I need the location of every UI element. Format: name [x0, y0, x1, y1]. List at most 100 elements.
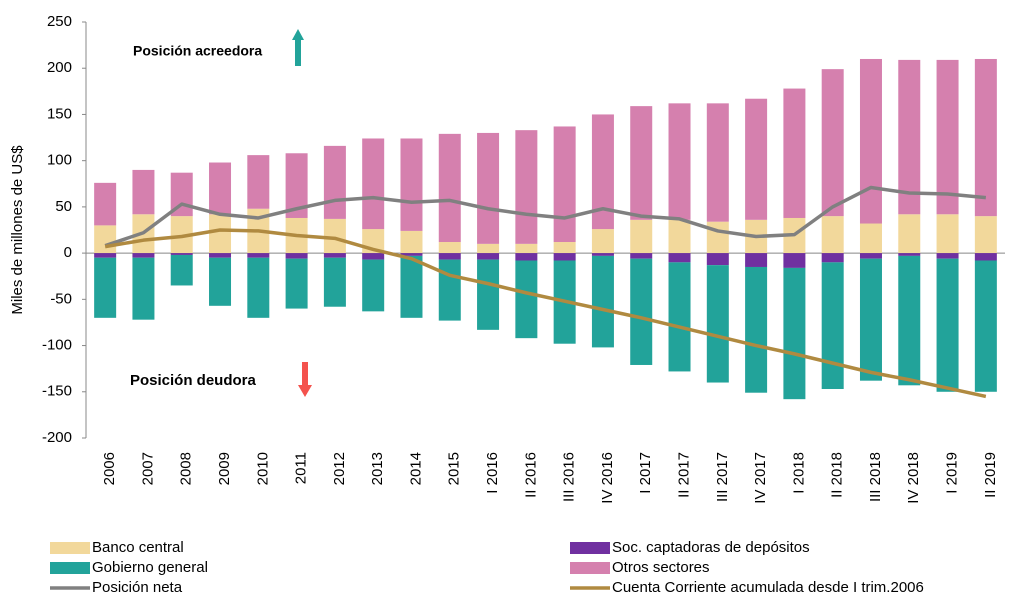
bar: [323, 253, 346, 258]
bar: [247, 253, 270, 258]
y-tick-label: -150: [42, 383, 72, 400]
x-tick-label: III 2018: [867, 452, 884, 502]
bar: [362, 259, 385, 312]
y-tick-label: 100: [47, 152, 72, 169]
annotation: Posición acreedora: [133, 43, 262, 59]
y-tick-label: 0: [64, 244, 72, 261]
bar: [821, 262, 844, 390]
x-tick-label: I 2016: [484, 452, 501, 494]
y-tick-label: -200: [42, 429, 72, 446]
y-tick-label: 50: [55, 198, 72, 215]
bar: [783, 267, 806, 400]
bar: [209, 253, 232, 258]
bar: [438, 242, 461, 254]
x-tick-label: 2013: [369, 452, 386, 485]
bar: [974, 260, 997, 392]
bar: [706, 265, 729, 383]
bar: [170, 216, 193, 254]
bar: [898, 253, 921, 256]
bar: [591, 255, 614, 348]
bar: [515, 243, 538, 254]
bar: [591, 114, 614, 230]
bar: [936, 59, 959, 215]
legend-label: Soc. captadoras de depósitos: [612, 539, 810, 556]
bar: [400, 230, 423, 254]
bar: [285, 258, 308, 309]
bar: [94, 253, 117, 258]
x-tick-label: 2007: [139, 452, 156, 485]
bar: [668, 103, 691, 220]
legend-swatch: [50, 542, 90, 554]
bar: [438, 259, 461, 321]
x-tick-label: II 2016: [522, 452, 539, 498]
bar: [630, 258, 653, 365]
annotation: Posición deudora: [130, 372, 257, 389]
bar: [94, 225, 117, 254]
bar: [553, 253, 576, 261]
bar: [285, 153, 308, 218]
bar: [745, 266, 768, 393]
y-tick-label: -50: [50, 290, 72, 307]
legend-label: Banco central: [92, 539, 184, 556]
bar: [247, 257, 270, 318]
bar: [94, 182, 117, 226]
bar: [362, 253, 385, 260]
line: [104, 228, 987, 399]
bar: [323, 218, 346, 254]
bar: [170, 254, 193, 286]
bar: [898, 255, 921, 386]
bar: [209, 257, 232, 306]
legend-swatch: [570, 542, 610, 554]
bar: [323, 257, 346, 307]
bar: [936, 253, 959, 259]
bar: [630, 106, 653, 220]
bar: [515, 253, 538, 261]
bar: [515, 260, 538, 339]
bar: [630, 219, 653, 254]
y-tick-label: -100: [42, 337, 72, 354]
bar: [630, 253, 653, 259]
x-tick-label: I 2017: [637, 452, 654, 494]
bar: [859, 223, 882, 254]
legend-swatch: [570, 562, 610, 574]
bar: [553, 242, 576, 254]
bar: [323, 145, 346, 219]
legend-label: Gobierno general: [92, 559, 208, 576]
x-tick-label: 2006: [101, 452, 118, 485]
x-tick-label: II 2018: [829, 452, 846, 498]
bar: [477, 243, 500, 254]
bar: [668, 253, 691, 263]
bar: [668, 219, 691, 254]
x-tick-label: II 2019: [982, 452, 999, 498]
x-tick-label: 2010: [254, 452, 271, 485]
bar: [170, 253, 193, 255]
x-tick-label: II 2017: [675, 452, 692, 498]
bar: [745, 98, 768, 220]
bar: [706, 253, 729, 266]
legend-label: Posición neta: [92, 579, 183, 596]
x-tick-label: 2009: [216, 452, 233, 485]
bar: [974, 58, 997, 217]
bar: [859, 253, 882, 259]
legend-label: Otros sectores: [612, 559, 710, 576]
bar: [285, 253, 308, 259]
bar: [591, 253, 614, 256]
bar: [515, 130, 538, 244]
x-tick-label: 2011: [293, 452, 310, 484]
x-tick-label: 2008: [178, 452, 195, 485]
bar: [821, 69, 844, 217]
arrow-down: [298, 362, 312, 397]
bar: [132, 169, 155, 215]
bar: [898, 59, 921, 215]
y-tick-label: 150: [47, 105, 72, 122]
bar: [477, 253, 500, 260]
bar: [400, 253, 423, 256]
bar: [553, 126, 576, 243]
bar: [706, 221, 729, 254]
bar: [974, 253, 997, 261]
bar: [591, 229, 614, 254]
x-tick-label: 2012: [331, 452, 348, 485]
bar: [783, 88, 806, 218]
bar: [438, 253, 461, 260]
